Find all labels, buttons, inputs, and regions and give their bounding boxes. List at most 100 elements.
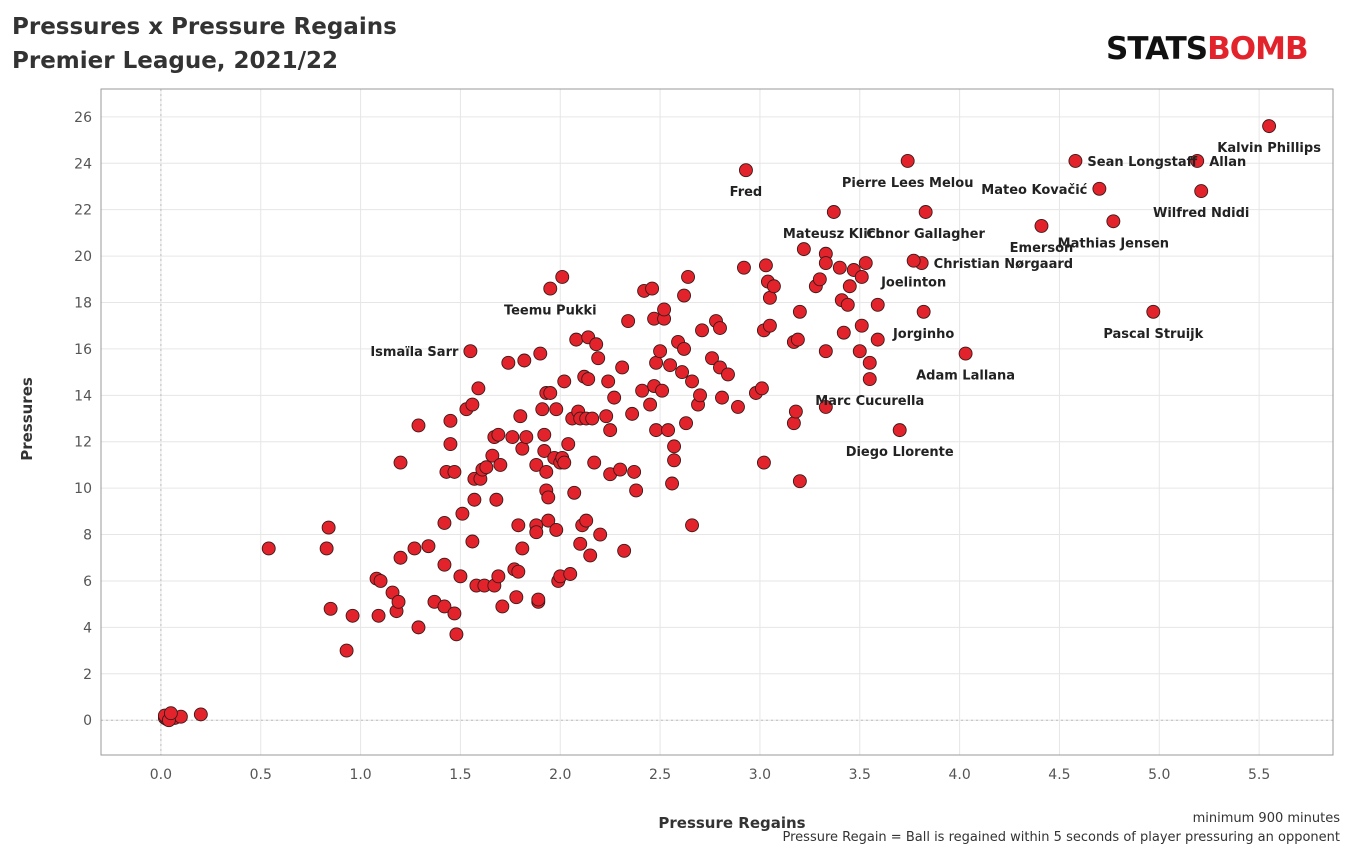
data-point [321,520,336,535]
data-point [539,464,554,479]
data-point [585,411,600,426]
data-point-labeled [543,281,558,296]
data-point [495,599,510,614]
x-axis-label: Pressure Regains [658,814,805,832]
data-point [501,355,516,370]
y-tick-label: 0 [83,713,92,729]
data-point [541,513,556,528]
data-point [465,534,480,549]
data-point [715,390,729,405]
player-label: Conor Gallagher [866,227,985,242]
player-label: Wilfred Ndidi [1153,206,1249,221]
player-label: Adam Lallana [916,369,1015,384]
data-point [531,592,546,607]
player-label: Joelinton [880,276,946,291]
data-point [796,242,811,257]
x-tick-label: 2.5 [649,767,671,783]
data-point-labeled [1190,153,1205,168]
data-point [685,518,699,533]
data-point-labeled [1092,181,1107,196]
data-point [491,427,506,442]
data-point [766,279,781,294]
data-point [407,541,422,556]
data-point [667,453,682,468]
data-point [579,513,594,528]
data-point [653,344,668,359]
data-point [635,383,650,398]
data-point [491,569,506,584]
x-axis-ticks: 0.0 0.5 1.0 1.5 2.0 2.5 3.0 3.5 4.0 4.5 5.0 5.5 [150,767,1270,783]
data-point [649,423,664,438]
data-point [193,707,208,722]
data-point [705,351,719,366]
y-tick-label: 20 [74,249,92,265]
data-point [870,297,885,312]
data-point [792,474,807,489]
data-point [529,525,544,540]
chart-title: Pressures x Pressure Regains [12,14,397,40]
data-point [489,492,504,507]
data-point-labeled [739,163,753,178]
data-point [677,288,692,303]
data-point [854,270,869,284]
data-point [467,492,482,507]
data-point [643,397,658,412]
statsbomb-logo-graphic: STATSBOMB [1106,31,1309,67]
data-point [589,337,604,352]
statsbomb-logo: STATSBOMB [1106,30,1330,67]
data-point [567,485,582,500]
y-tick-label: 4 [83,620,92,636]
data-point [661,423,676,438]
player-label: Mateo Kovačić [981,183,1087,198]
x-tick-label: 0.5 [250,767,272,783]
data-point [679,416,694,431]
player-labels: Kalvin Phillips Sean Longstaff Allan Pierre… [370,141,1321,460]
data-point [756,455,771,470]
data-point [557,374,572,389]
data-point-labeled [463,344,478,359]
data-point-labeled [1106,214,1121,229]
data-point [762,318,777,333]
y-tick-label: 6 [83,574,92,590]
data-point-labeled [892,423,907,438]
data-point [852,344,867,359]
data-point [371,608,386,623]
data-point-labeled [900,153,915,168]
data-point [862,355,877,370]
data-point [471,381,486,396]
data-point [563,567,578,581]
data-point [685,374,699,389]
chart-subtitle: Premier League, 2021/22 [12,48,338,74]
data-point [453,569,468,584]
data-point-labeled [1194,184,1209,199]
data-point [163,706,178,721]
data-point [754,381,769,396]
x-tick-label: 4.0 [948,767,970,783]
data-point [323,601,338,616]
data-point [261,541,276,556]
data-point [543,386,558,400]
data-point [391,594,406,609]
data-point [812,272,827,287]
data-point [665,476,680,491]
y-tick-label: 16 [74,342,92,358]
data-point [535,402,550,417]
data-point [617,543,632,558]
data-point [517,353,532,368]
data-point [818,344,833,359]
data-point [858,256,873,270]
data-point [421,539,436,554]
data-point [788,404,803,419]
player-label: Marc Cucurella [815,394,924,409]
data-point [515,541,530,556]
grid [101,89,1333,755]
x-tick-label: 5.5 [1248,767,1270,783]
data-point [455,506,470,521]
data-point [870,332,885,347]
y-axis-label: Pressures [18,377,36,461]
player-label: Fred [730,185,763,200]
data-point [449,627,464,642]
data-point-labeled [1034,218,1049,233]
player-label: Christian Nørgaard [934,257,1073,272]
player-label: Kalvin Phillips [1217,141,1321,156]
